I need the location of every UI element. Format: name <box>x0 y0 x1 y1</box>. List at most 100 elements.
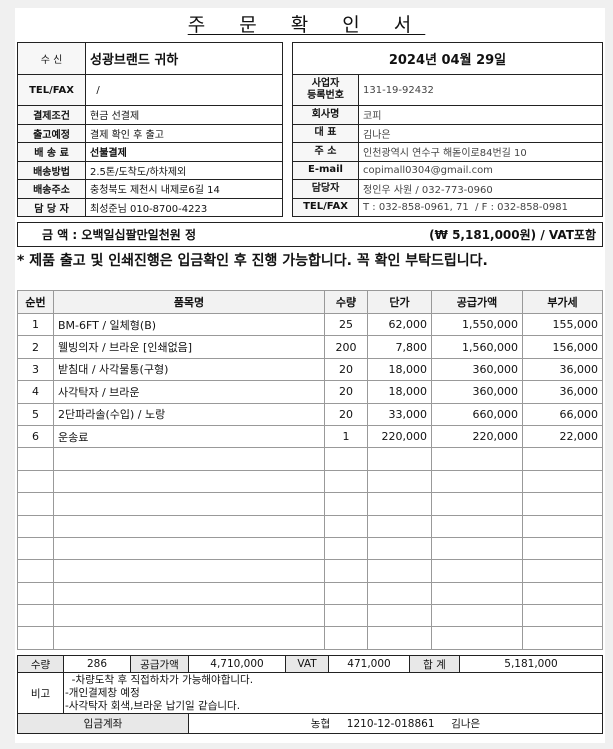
table-cell <box>324 559 368 583</box>
table-cell: 20 <box>324 402 368 426</box>
table-cell: 웰빙의자 / 브라운 [인쇄없음] <box>53 335 325 359</box>
items-table: 순번 품목명 수량 단가 공급가액 부가세 1 BM-6FT / 일체형(B) 25 62,000… <box>17 290 603 650</box>
table-cell <box>324 604 368 628</box>
remarks-content: -차량도착 후 직접하차가 가능해야합니다. -개인결제창 예정 -사각탁자 회… <box>63 672 603 714</box>
table-cell: 360,000 <box>431 357 523 382</box>
table-cell: 220,000 <box>367 424 432 449</box>
column-header: 순번 <box>17 290 54 314</box>
table-cell <box>367 492 432 516</box>
table-cell <box>431 514 523 538</box>
table-row <box>17 536 603 561</box>
table-cell <box>53 492 325 516</box>
table-cell <box>17 514 54 538</box>
document-title: 주 문 확 인 서 <box>187 14 426 36</box>
field-label: 담당자 <box>292 179 359 199</box>
field-value[interactable]: copimall0304@gmail.com <box>358 160 603 180</box>
field-value: 정인우 사원 / 032-773-0960 <box>358 179 603 199</box>
table-cell <box>367 604 432 628</box>
remarks-label: 비고 <box>17 672 64 714</box>
recipient-info-table: 수 신 성광브랜드 귀하 TEL/FAX / 결제조건 현금 선결제 출고예정 결제 확인… <box>17 42 283 217</box>
table-cell: 360,000 <box>431 380 523 404</box>
table-row <box>17 604 603 628</box>
table-cell <box>53 536 325 561</box>
table-row <box>17 559 603 583</box>
info-row: 출고예정 결제 확인 후 출고 <box>17 123 283 143</box>
table-cell <box>522 581 603 606</box>
qty-label: 수량 <box>17 655 64 673</box>
table-cell <box>324 514 368 538</box>
supply-label: 공급가액 <box>130 655 189 673</box>
info-row: 배 송 료 선불결제 <box>17 142 283 162</box>
table-row: 5 2단파라솔(수입) / 노랑 20 33,000 660,000 66,000 <box>17 402 603 426</box>
table-cell: 1 <box>17 312 54 337</box>
table-row <box>17 581 603 606</box>
field-label: 배송주소 <box>17 179 86 199</box>
table-cell <box>324 581 368 606</box>
table-cell <box>431 492 523 516</box>
table-cell: 5 <box>17 402 54 426</box>
supplier-info-table: 2024년 04월 29일 사업자 등록번호 131-19-92432 회사명 코피 대… <box>292 42 603 217</box>
field-value: 최성준님 010-8700-4223 <box>85 197 283 217</box>
table-cell <box>17 626 54 650</box>
remark-line: -사각탁자 회색,브라운 납기일 같습니다. <box>65 699 241 712</box>
column-header: 품목명 <box>53 290 325 314</box>
info-row: 배송방법 2.5톤/도착도/하차제외 <box>17 160 283 180</box>
table-cell <box>431 447 523 471</box>
table-cell: 4 <box>17 380 54 404</box>
table-cell: 2단파라솔(수입) / 노랑 <box>53 402 325 426</box>
table-cell <box>17 469 54 494</box>
table-cell <box>431 536 523 561</box>
field-value: 현금 선결제 <box>85 105 283 125</box>
info-row: 담당자 정인우 사원 / 032-773-0960 <box>292 179 603 199</box>
table-cell: 2 <box>17 335 54 359</box>
field-label: 대 표 <box>292 123 359 143</box>
table-cell <box>53 626 325 650</box>
table-cell <box>17 581 54 606</box>
table-cell <box>53 559 325 583</box>
table-cell: 18,000 <box>367 357 432 382</box>
amount-box: 금 액 : 오백일십팔만일천원 정 (₩ 5,181,000원) / VAT포함 <box>17 222 603 247</box>
table-cell <box>522 604 603 628</box>
field-label: 사업자 등록번호 <box>292 74 359 106</box>
table-cell <box>522 626 603 650</box>
field-value: 인천광역시 연수구 해돋이로84번길 10 <box>358 142 603 162</box>
summary-table: 수량 286 공급가액 4,710,000 VAT 471,000 합 계 5,… <box>17 655 603 734</box>
table-cell: 25 <box>324 312 368 337</box>
account-value: 농협 1210-12-018861 김나은 <box>188 713 603 734</box>
field-label: 출고예정 <box>17 123 86 143</box>
table-cell <box>367 626 432 650</box>
table-cell <box>324 447 368 471</box>
table-cell: 660,000 <box>431 402 523 426</box>
table-cell: 받침대 / 사각물통(구형) <box>53 357 325 382</box>
table-cell <box>522 559 603 583</box>
table-cell <box>53 514 325 538</box>
table-cell: 1,560,000 <box>431 335 523 359</box>
table-cell: 18,000 <box>367 380 432 404</box>
table-cell: 62,000 <box>367 312 432 337</box>
grand-total: 5,181,000 <box>459 655 603 673</box>
table-cell <box>367 469 432 494</box>
table-cell <box>367 559 432 583</box>
field-label: TEL/FAX <box>292 197 359 217</box>
table-cell <box>53 581 325 606</box>
info-row: 사업자 등록번호 131-19-92432 <box>292 74 603 106</box>
table-cell <box>431 626 523 650</box>
table-cell <box>431 604 523 628</box>
table-row <box>17 469 603 494</box>
field-label: 배 송 료 <box>17 142 86 162</box>
field-value: 131-19-92432 <box>358 74 603 106</box>
supply-total: 4,710,000 <box>188 655 286 673</box>
info-row: E-mail copimall0304@gmail.com <box>292 160 603 180</box>
table-row: 3 받침대 / 사각물통(구형) 20 18,000 360,000 36,000 <box>17 357 603 382</box>
table-cell <box>53 447 325 471</box>
table-row: 6 운송료 1 220,000 220,000 22,000 <box>17 424 603 449</box>
table-cell: 33,000 <box>367 402 432 426</box>
table-cell: BM-6FT / 일체형(B) <box>53 312 325 337</box>
table-cell <box>17 604 54 628</box>
field-label: 담 당 자 <box>17 197 86 217</box>
amount-figure: (₩ 5,181,000원) / VAT포함 <box>429 228 596 242</box>
table-cell: 20 <box>324 357 368 382</box>
table-cell <box>17 536 54 561</box>
table-cell <box>431 469 523 494</box>
table-cell <box>367 581 432 606</box>
